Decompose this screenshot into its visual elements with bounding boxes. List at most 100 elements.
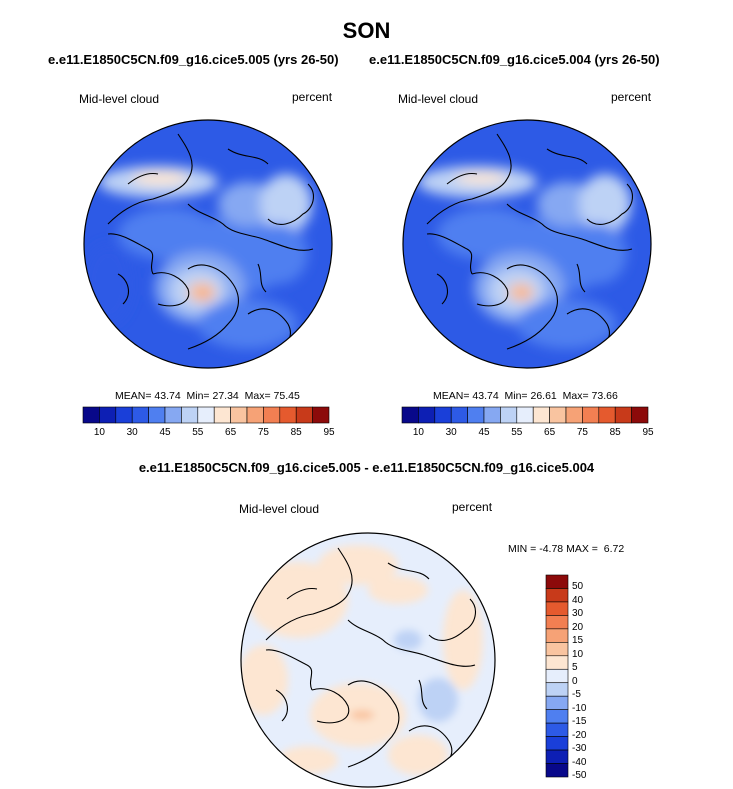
polar-map-left <box>83 119 333 369</box>
colorbar-tick-label: 10 <box>93 427 105 438</box>
colorbar-swatch <box>545 628 569 643</box>
min-value-left: 27.34 <box>212 390 239 402</box>
colorbar-swatch <box>500 406 518 424</box>
colorbar-tick-label: 95 <box>323 427 335 438</box>
colorbar-swatch <box>545 601 569 616</box>
stats-left: MEAN= 43.74 Min= 27.34 Max= 75.45 <box>115 390 300 402</box>
max-label-left: Max= <box>244 390 271 402</box>
colorbar-tick-label: -50 <box>572 770 587 781</box>
colorbar-swatch <box>450 406 468 424</box>
colorbar-swatch <box>545 695 569 710</box>
colorbar-swatch <box>545 682 569 697</box>
mean-label-left: MEAN= <box>115 390 152 402</box>
case-title-right: e.e11.E1850C5CN.f09_g16.cice5.004 (yrs 2… <box>369 52 660 67</box>
colorbar-tick-label: 20 <box>572 621 584 633</box>
colorbar-swatch <box>545 709 569 724</box>
colorbar-swatch <box>434 406 452 424</box>
colorbar-tick-label: 55 <box>511 427 523 438</box>
colorbar-difference <box>545 574 569 778</box>
stats-right: MEAN= 43.74 Min= 26.61 Max= 73.66 <box>433 390 618 402</box>
colorbar-tick-label: 15 <box>572 635 584 647</box>
colorbar-tick-label: 85 <box>609 427 621 438</box>
colorbar-swatch <box>545 655 569 670</box>
colorbar-swatch <box>614 406 632 424</box>
variable-label-diff: Mid-level cloud <box>239 502 320 516</box>
colorbar-swatch <box>230 406 248 424</box>
colorbar-tick-label: -20 <box>572 729 587 741</box>
colorbar-swatch <box>279 406 297 424</box>
colorbar-tick-label: 75 <box>257 427 269 438</box>
units-label-left: percent <box>292 90 333 104</box>
colorbar-swatch <box>545 722 569 737</box>
colorbar-tick-label: 75 <box>576 427 588 438</box>
colorbar-swatch <box>598 406 616 424</box>
colorbar-tick-label: 10 <box>572 648 584 660</box>
variable-label-left: Mid-level cloud <box>79 92 160 106</box>
difference-title: e.e11.E1850C5CN.f09_g16.cice5.005 - e.e1… <box>138 460 595 475</box>
colorbar-swatch <box>483 406 501 424</box>
colorbar-swatch <box>312 406 330 424</box>
colorbar-swatch <box>115 406 133 424</box>
colorbar-tick-label: 5 <box>572 662 578 674</box>
colorbar-tick-label: 65 <box>225 427 237 438</box>
colorbar-swatch <box>197 406 215 424</box>
colorbar-swatch <box>631 406 649 424</box>
max-label-right: Max= <box>562 390 589 402</box>
max-value-left: 75.45 <box>273 390 300 402</box>
min-label-right: Min= <box>504 390 528 402</box>
colorbar-swatch <box>181 406 199 424</box>
colorbar-swatch <box>263 406 281 424</box>
colorbar-tick-label: 10 <box>412 427 424 438</box>
colorbar-tick-label: 65 <box>544 427 556 438</box>
colorbar-swatch <box>532 406 550 424</box>
colorbar-swatch <box>467 406 485 424</box>
mean-value-left: 43.74 <box>154 390 181 402</box>
figure-title: SON <box>342 18 391 43</box>
units-label-diff: percent <box>452 500 493 514</box>
polar-map-right <box>402 119 652 369</box>
colorbar-right <box>401 406 649 424</box>
max-value-diff: 6.72 <box>603 543 625 555</box>
min-label-left: Min= <box>186 390 210 402</box>
colorbar-tick-label: 50 <box>572 581 584 593</box>
colorbar-tick-label: 30 <box>445 427 457 438</box>
colorbar-tick-label: -5 <box>572 689 581 701</box>
max-value-right: 73.66 <box>591 390 618 402</box>
colorbar-swatch <box>148 406 166 424</box>
polar-map-difference <box>240 532 496 788</box>
colorbar-tick-label: 95 <box>642 427 654 438</box>
mean-value-right: 43.74 <box>472 390 499 402</box>
colorbar-tick-label: -10 <box>572 702 587 714</box>
stats-diff: MIN = -4.78 MAX = 6.72 <box>508 543 624 555</box>
colorbar-swatch <box>545 763 569 778</box>
colorbar-swatch <box>582 406 600 424</box>
colorbar-tick-label: -40 <box>572 756 587 768</box>
colorbar-swatch <box>82 406 100 424</box>
colorbar-left <box>82 406 330 424</box>
colorbar-swatch <box>213 406 231 424</box>
units-label-right: percent <box>611 90 652 104</box>
colorbar-swatch <box>545 615 569 630</box>
colorbar-swatch <box>99 406 117 424</box>
colorbar-tick-label: 30 <box>126 427 138 438</box>
colorbar-tick-label: 45 <box>478 427 490 438</box>
min-value-diff: -4.78 <box>539 543 564 555</box>
colorbar-swatch <box>545 574 569 589</box>
colorbar-tick-label: 30 <box>572 608 584 620</box>
max-label-diff: MAX = <box>566 543 598 555</box>
min-label-diff: MIN = <box>508 543 537 555</box>
colorbar-tick-label: -15 <box>572 716 587 728</box>
colorbar-tick-label: 85 <box>290 427 302 438</box>
colorbar-swatch <box>545 749 569 764</box>
colorbar-swatch <box>131 406 149 424</box>
colorbar-tick-label: 55 <box>192 427 204 438</box>
colorbar-tick-label: 40 <box>572 594 584 606</box>
mean-label-right: MEAN= <box>433 390 470 402</box>
colorbar-swatch <box>295 406 313 424</box>
colorbar-swatch <box>565 406 583 424</box>
colorbar-swatch <box>545 736 569 751</box>
variable-label-right: Mid-level cloud <box>398 92 479 106</box>
colorbar-tick-label: -30 <box>572 743 587 755</box>
colorbar-swatch <box>545 588 569 603</box>
colorbar-swatch <box>246 406 264 424</box>
